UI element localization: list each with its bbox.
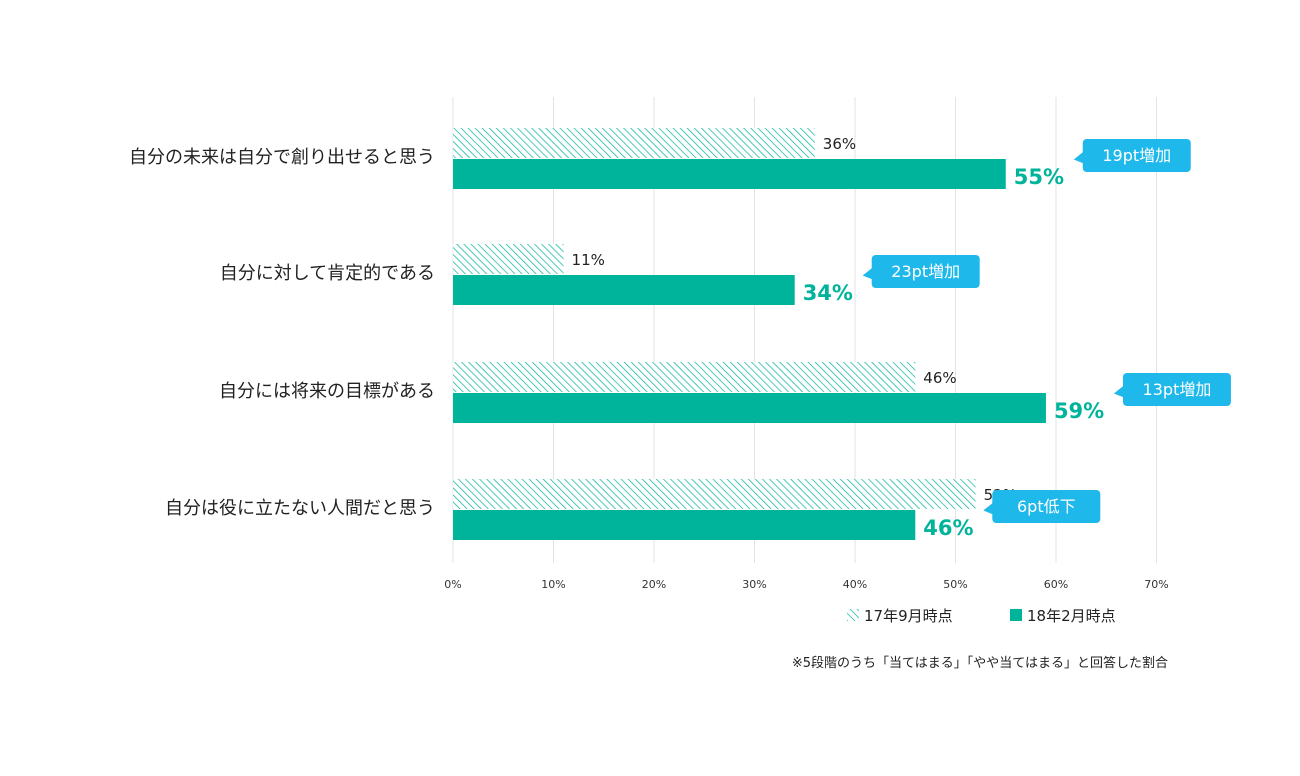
change-callout: 6pt低下: [983, 490, 1101, 523]
value-label-18-02: 46%: [923, 516, 973, 540]
legend-label: 18年2月時点: [1027, 607, 1116, 625]
legend-swatch-solid: [1010, 609, 1022, 621]
callout-pointer: [1073, 151, 1084, 164]
change-label: 13pt増加: [1143, 380, 1212, 399]
value-label-17-09: 46%: [923, 369, 956, 387]
category-label: 自分に対して肯定的である: [220, 263, 435, 284]
x-tick-label: 70%: [1144, 578, 1168, 591]
legend-swatch-hatched: [847, 609, 859, 621]
legend-label: 17年9月時点: [864, 607, 953, 625]
labels: 自分の未来は自分で創り出せると思う 36% 55% 19pt増加自分に対して肯定的であ…: [129, 135, 1231, 540]
x-tick-label: 50%: [943, 578, 967, 591]
bar-17-09: [453, 362, 916, 392]
category-label: 自分には将来の目標がある: [219, 381, 435, 402]
legend: 17年9月時点 18年2月時点: [847, 607, 1116, 625]
callout-pointer: [862, 267, 873, 280]
change-callout: 23pt増加: [862, 255, 980, 288]
bar-18-02: [453, 510, 916, 540]
value-label-18-02: 55%: [1014, 165, 1064, 189]
callout-bubble: [871, 255, 980, 288]
value-label-17-09: 11%: [572, 251, 605, 269]
category-label: 自分の未来は自分で創り出せると思う: [129, 147, 435, 168]
value-label-17-09: 36%: [823, 135, 856, 153]
callout-bubble: [1122, 373, 1231, 406]
change-label: 23pt増加: [891, 262, 960, 281]
change-callout: 13pt増加: [1113, 373, 1231, 406]
bar-18-02: [453, 393, 1046, 423]
x-tick-label: 10%: [541, 578, 565, 591]
value-label-18-02: 59%: [1054, 399, 1104, 423]
x-tick-label: 40%: [843, 578, 867, 591]
bar-18-02: [453, 159, 1006, 189]
callout-bubble: [992, 490, 1101, 523]
bars: [453, 128, 1046, 540]
callout-pointer: [1113, 385, 1124, 398]
footnote: ※5段階のうち「当てはまる」「やや当てはまる」と回答した割合: [792, 655, 1168, 671]
bar-17-09: [453, 479, 976, 509]
x-tick-label: 30%: [742, 578, 766, 591]
change-label: 6pt低下: [1017, 497, 1076, 516]
callout-bubble: [1082, 139, 1191, 172]
bar-18-02: [453, 275, 795, 305]
bar-17-09: [453, 244, 564, 274]
change-callout: 19pt増加: [1073, 139, 1191, 172]
change-label: 19pt増加: [1102, 146, 1171, 165]
x-tick-label: 60%: [1044, 578, 1068, 591]
callout-pointer: [983, 502, 994, 515]
category-label: 自分は役に立たない人間だと思う: [165, 498, 435, 519]
legend-item-17-09: 17年9月時点: [847, 607, 953, 625]
value-label-18-02: 34%: [803, 281, 853, 305]
legend-item-18-02: 18年2月時点: [1010, 607, 1116, 625]
x-tick-label: 0%: [444, 578, 461, 591]
bar-17-09: [453, 128, 815, 158]
x-tick-label: 20%: [642, 578, 666, 591]
x-axis-ticks: 0% 10% 20% 30% 40% 50% 60% 70%: [444, 578, 1168, 591]
